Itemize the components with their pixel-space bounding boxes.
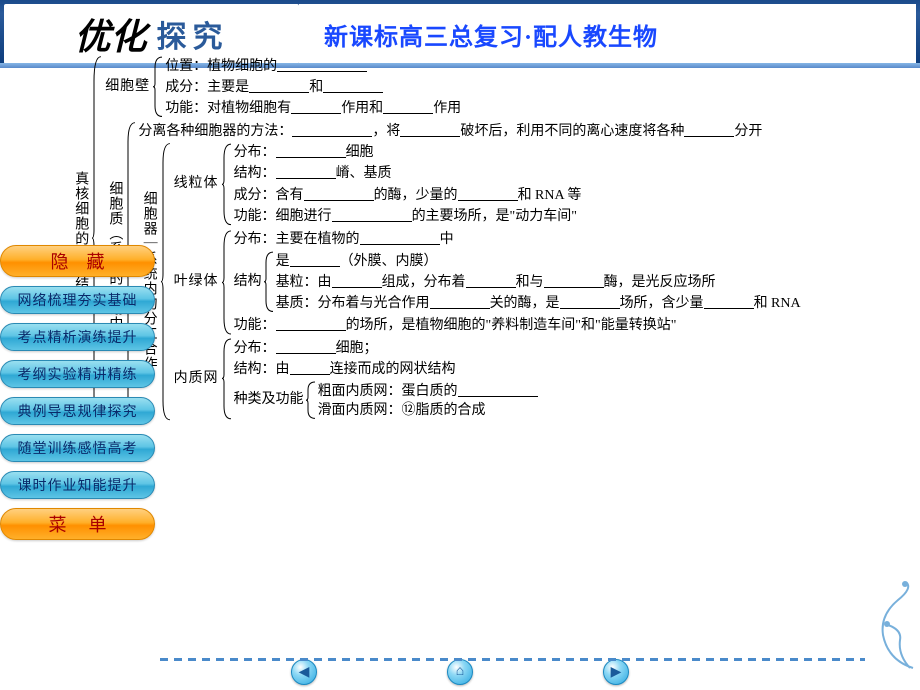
logo-explore: 探究 bbox=[157, 12, 229, 56]
sidebar-item-0[interactable]: 网络梳理夯实基础 bbox=[0, 286, 155, 314]
chloro-struct-label: 结构 bbox=[234, 250, 262, 314]
sidebar-item-3[interactable]: 典例导思规律探究 bbox=[0, 397, 155, 425]
er-lines: 分布：细胞； 结构：由连接而成的网状结构 种类及功能 粗面内质网：蛋白 bbox=[234, 337, 538, 421]
brace-icon bbox=[264, 250, 274, 314]
menu-button[interactable]: 菜单 bbox=[0, 508, 155, 540]
sidebar-item-4[interactable]: 随堂训练感悟高考 bbox=[0, 434, 155, 462]
brace-icon bbox=[222, 229, 232, 336]
method-line: 分离各种细胞器的方法：，将破坏后，利用不同的离心速度将各种分开 bbox=[138, 121, 800, 142]
hide-button[interactable]: 隐藏 bbox=[0, 245, 155, 277]
footer: ◀ ⌂ ▶ bbox=[0, 654, 920, 690]
brace-icon bbox=[161, 142, 171, 421]
sidebar-item-5[interactable]: 课时作业知能提升 bbox=[0, 471, 155, 499]
prev-button[interactable]: ◀ bbox=[291, 659, 317, 685]
sidebar-item-2[interactable]: 考纲实验精讲精练 bbox=[0, 360, 155, 388]
mito-lines: 分布：细胞 结构：嵴、基质 成分：含有的酶，少量的和 RNA 等 功能：细胞进行… bbox=[234, 142, 582, 227]
cell-wall-lines: 位置：植物细胞的 成分：主要是和 功能：对植物细胞有作用和作用 bbox=[165, 55, 461, 119]
chloro-label: 叶绿体 bbox=[173, 229, 220, 336]
next-button[interactable]: ▶ bbox=[603, 659, 629, 685]
brace-icon bbox=[306, 380, 316, 420]
home-button[interactable]: ⌂ bbox=[447, 659, 473, 685]
er-label: 内质网 bbox=[173, 337, 220, 421]
brace-icon bbox=[222, 337, 232, 421]
chloro-lines: 分布：主要在植物的中 结构 是（外膜、内膜） 基粒：由组成，分 bbox=[234, 229, 801, 336]
brace-icon bbox=[153, 55, 163, 119]
mito-label: 线粒体 bbox=[173, 142, 220, 227]
sidebar: 隐藏 网络梳理夯实基础 考点精析演练提升 考纲实验精讲精练 典例导思规律探究 随… bbox=[0, 245, 155, 540]
sidebar-item-1[interactable]: 考点精析演练提升 bbox=[0, 323, 155, 351]
outline: 真核细胞的基本结构 细胞壁 位置：植物细胞的 成分：主要是和 功能：对植物细胞有… bbox=[70, 55, 830, 421]
er-type-label: 种类及功能 bbox=[234, 380, 304, 420]
cell-wall-label: 细胞壁 bbox=[104, 55, 151, 119]
logo-optimize: 优化 bbox=[74, 8, 146, 60]
brace-icon bbox=[222, 142, 232, 227]
